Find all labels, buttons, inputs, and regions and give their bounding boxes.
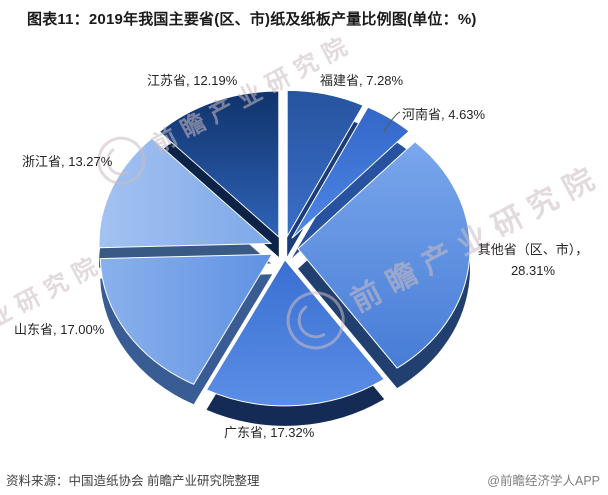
- pie-slice-tops: [98, 89, 471, 407]
- page-title: 图表11：2019年我国主要省(区、市)纸及纸板产量比例图(单位：%): [27, 11, 477, 28]
- pie-slice-1: [286, 89, 364, 239]
- slice-label-guangdong: 广东省, 17.32%: [224, 425, 315, 440]
- pie-slice-wall-2: [291, 127, 409, 259]
- slice-label-other-line1: 其他省（区、市），: [477, 242, 589, 257]
- henan-leader-line: [383, 111, 401, 133]
- pie-slice-2: [291, 106, 410, 239]
- credit-watermark: @前瞻经济学人APP: [487, 474, 600, 488]
- slice-label-jiangsu: 江苏省, 12.19%: [147, 73, 238, 88]
- slice-label-other: 其他省（区、市）， 28.31%: [458, 240, 608, 282]
- slice-label-other-line2: 28.31%: [510, 262, 556, 278]
- slice-label-henan: 河南省, 4.63%: [402, 107, 486, 122]
- pie-slice-4: [205, 259, 385, 407]
- pie-slice-5: [99, 253, 274, 385]
- source-note: 资料来源：中国造纸协会 前瞻产业研究院整理: [6, 474, 260, 488]
- pie-slice-7: [158, 90, 280, 239]
- pie-slice-6: [98, 137, 273, 249]
- slice-label-shandong: 山东省, 17.00%: [14, 322, 105, 337]
- slice-label-fujian: 福建省, 7.28%: [320, 73, 404, 88]
- slice-label-zhejiang: 浙江省, 13.27%: [22, 154, 113, 169]
- pie-slice-3: [297, 141, 471, 369]
